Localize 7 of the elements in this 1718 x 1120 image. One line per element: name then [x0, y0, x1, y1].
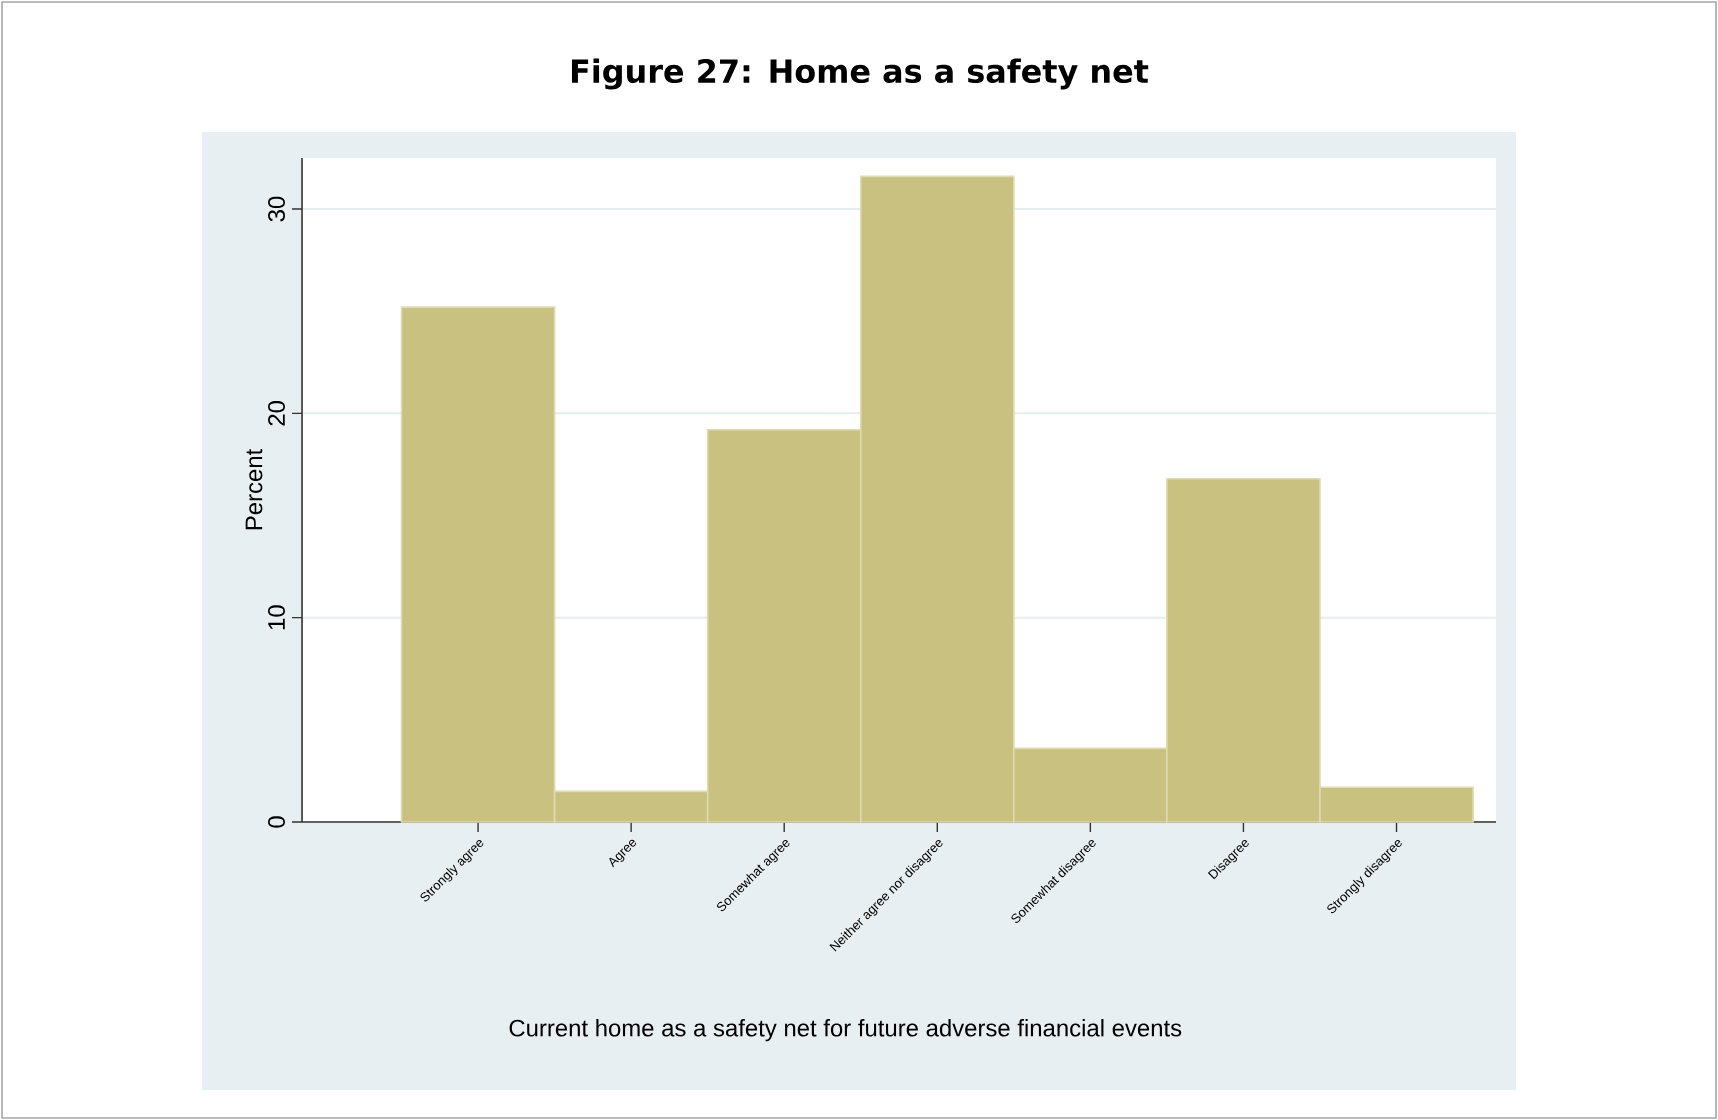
x-axis-title: Current home as a safety net for future adverse financial events — [509, 1019, 1182, 1042]
chart-title: Figure 27: Home as a safety net — [571, 58, 1149, 90]
y-tick-label: 10 — [268, 605, 285, 630]
y-tick-label: 20 — [268, 400, 285, 426]
y-tick-label: 30 — [268, 196, 285, 222]
y-tick-label: 0 — [268, 816, 285, 828]
y-axis-title: Percent — [245, 448, 263, 530]
